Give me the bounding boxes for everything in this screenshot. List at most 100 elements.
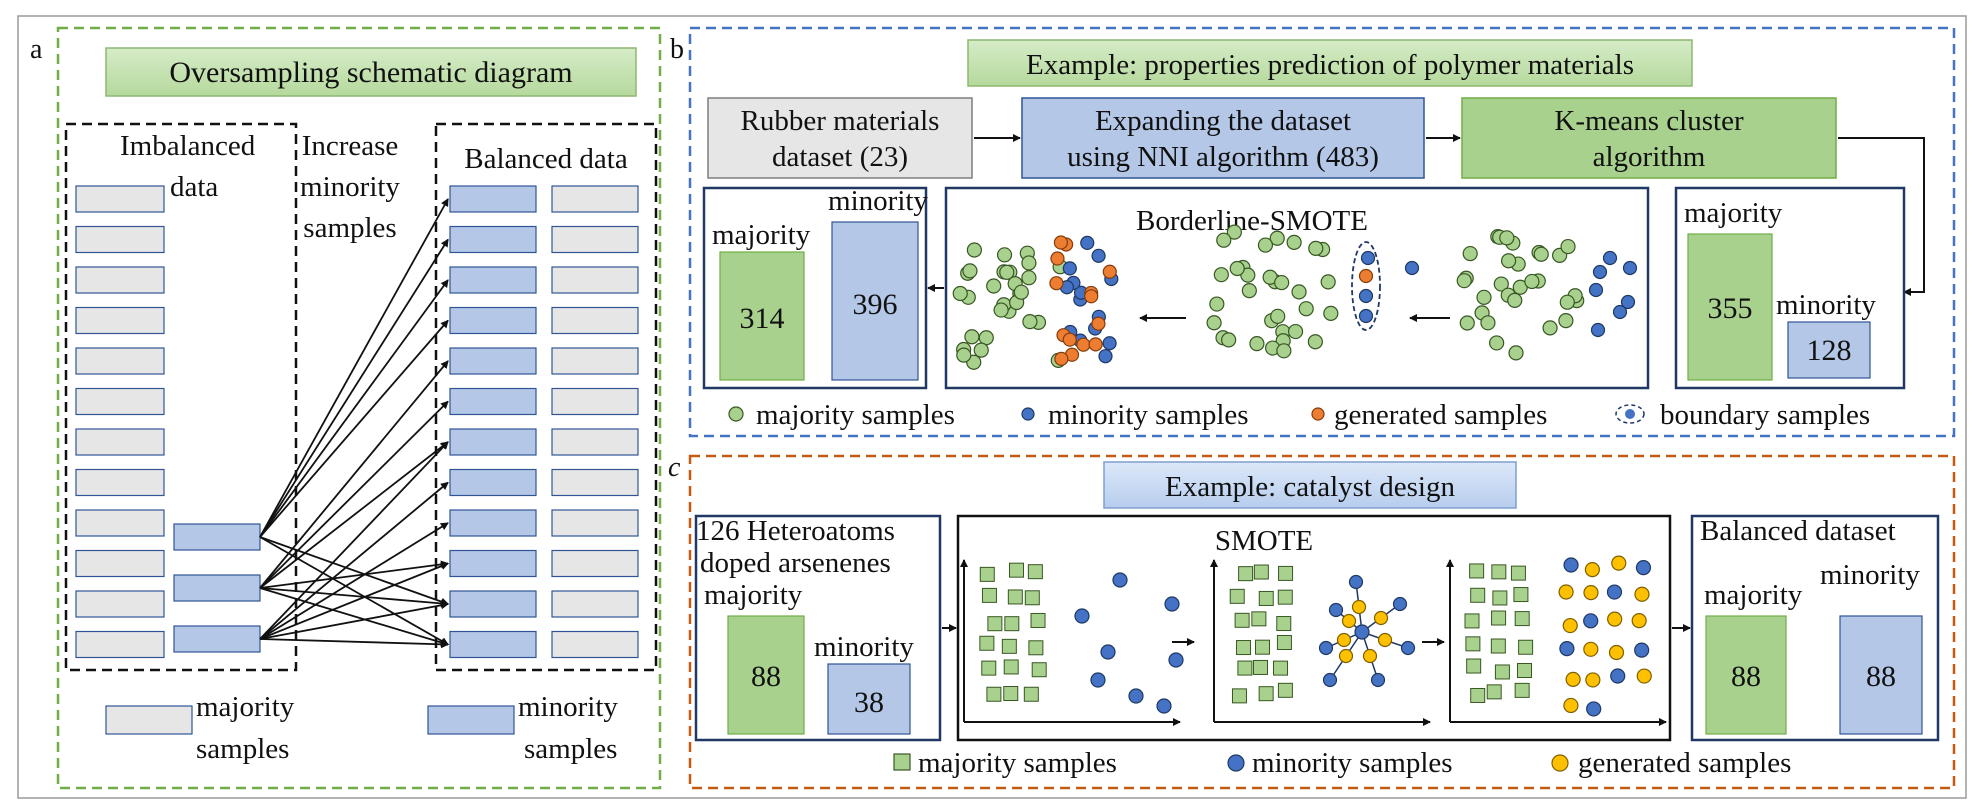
generated-sample-dot	[1088, 337, 1103, 352]
minority-sample	[449, 468, 537, 497]
majority-sample-square	[1003, 659, 1019, 675]
input-dataset-box	[694, 514, 942, 742]
majority-sample-dot	[1022, 314, 1038, 330]
majority-sample-dot	[966, 242, 982, 258]
majority-sample-dot	[1456, 273, 1472, 289]
majority-sample-square	[1514, 682, 1530, 698]
generated-sample-dot	[1634, 586, 1650, 602]
step2-line2: using NNI algorithm (483)	[1067, 141, 1379, 173]
legend-c-minority: minority samples	[1252, 747, 1453, 779]
smote-plots	[960, 555, 1667, 726]
majority-sample-dot	[1287, 323, 1304, 340]
boundary-sample-dot	[1358, 288, 1374, 304]
input-label-line2: doped arsenenes	[700, 547, 891, 579]
panel-b-frame	[688, 26, 1956, 438]
majority-sample-dot	[1021, 270, 1037, 286]
legend-minority-line1: minority	[518, 691, 618, 723]
output-title: Balanced dataset	[1700, 515, 1896, 547]
legend-b-boundary: boundary samples	[1660, 399, 1870, 431]
input-label-line1: 126 Heteroatoms	[696, 515, 895, 547]
majority-sample	[75, 266, 165, 294]
majority-sample-dot	[962, 263, 978, 279]
generated-sample-dot	[1091, 316, 1106, 331]
minority-sample-dot	[1164, 596, 1180, 612]
majority-sample-square	[1276, 635, 1292, 651]
generated-sample-dot	[1608, 644, 1625, 661]
minority-sample-dot	[1583, 613, 1599, 629]
majority-sample-square	[986, 686, 1002, 702]
step1-line2: dataset (23)	[772, 141, 908, 173]
majority-sample-dot	[1320, 274, 1336, 290]
generated-sample-dot	[1049, 276, 1064, 291]
majority-sample-dot	[1013, 284, 1029, 300]
minority-sample-dot	[1080, 235, 1095, 250]
majority-sample-square	[1258, 590, 1274, 606]
majority-sample-square	[1277, 682, 1293, 698]
generated-sample-dot	[1584, 561, 1600, 578]
minority-sample-dot	[1602, 250, 1618, 266]
majority-sample-dot	[1229, 260, 1245, 277]
legend-c-majority-square	[893, 753, 911, 771]
majority-sample	[551, 347, 639, 375]
step-rubber-dataset	[707, 97, 973, 179]
majority-sample-square	[1001, 638, 1017, 654]
majority-sample-square	[1253, 564, 1269, 580]
increase-label-line1: Increase	[302, 130, 399, 162]
borderline-smote-scatter	[952, 224, 1638, 370]
majority-sample-square	[1237, 660, 1253, 676]
majority-sample	[75, 185, 165, 213]
before-minority-value: 128	[1807, 334, 1852, 367]
minority-sample-dot	[1318, 640, 1334, 656]
majority-sample-dot	[1286, 234, 1302, 250]
majority-sample-dot	[1500, 253, 1517, 269]
majority-sample-square	[1027, 564, 1043, 580]
majority-sample-square	[1491, 610, 1507, 626]
panel-a: a Oversampling schematic diagram Imbalan…	[30, 26, 662, 790]
generated-sample-dot	[1338, 648, 1354, 664]
minority-sample	[449, 185, 537, 213]
majority-sample-square	[979, 635, 995, 651]
majority-sample	[551, 428, 639, 456]
majority-sample-square	[1514, 611, 1530, 627]
after-minority-value: 396	[853, 288, 898, 321]
majority-sample-dot	[1558, 313, 1574, 329]
majority-sample-dot	[1206, 315, 1222, 331]
majority-sample-dot	[1499, 230, 1515, 246]
majority-sample	[551, 590, 639, 618]
generated-sample-dot	[1583, 585, 1599, 601]
legend-majority-line2: samples	[196, 733, 289, 765]
majority-sample-square	[1464, 613, 1480, 629]
output-majority-label: majority	[1704, 579, 1803, 611]
minority-sample	[449, 590, 537, 618]
majority-sample-square	[1465, 636, 1481, 652]
minority-sample-dot	[1091, 248, 1106, 263]
minority-sample-dot	[1098, 349, 1113, 364]
majority-sample-square	[979, 566, 995, 582]
majority-sample-dot	[1560, 238, 1576, 255]
minority-sample-dot	[1563, 557, 1579, 573]
minority-sample-dot	[1590, 322, 1606, 338]
oversampling-arrow	[259, 587, 449, 608]
minority-sample-dot	[1592, 264, 1608, 280]
majority-sample-square	[1469, 563, 1485, 579]
result-box-after	[702, 186, 928, 390]
legend-b-generated-dot	[1311, 407, 1325, 421]
majority-sample-dot	[1493, 276, 1509, 292]
after-minority-bar	[831, 221, 919, 381]
oversampling-arrow	[259, 198, 449, 538]
panel-c-frame	[688, 454, 1956, 790]
output-dataset-box	[1690, 514, 1940, 742]
majority-sample-square	[1003, 686, 1019, 702]
imbalanced-majority-samples	[75, 185, 165, 659]
generated-sample-dot	[1631, 613, 1647, 629]
minority-sample-dot	[1128, 688, 1144, 704]
majority-sample-dot	[1462, 245, 1478, 262]
majority-sample-square	[987, 616, 1003, 632]
legend-b-generated: generated samples	[1334, 399, 1547, 431]
minority-sample	[449, 347, 537, 375]
generated-sample-dot	[1054, 351, 1069, 366]
oversampling-arrow	[259, 319, 449, 538]
majority-sample-square	[1229, 588, 1245, 604]
imbalanced-label-line1: Imbalanced	[120, 130, 256, 162]
generated-sample-dot	[1053, 235, 1069, 250]
